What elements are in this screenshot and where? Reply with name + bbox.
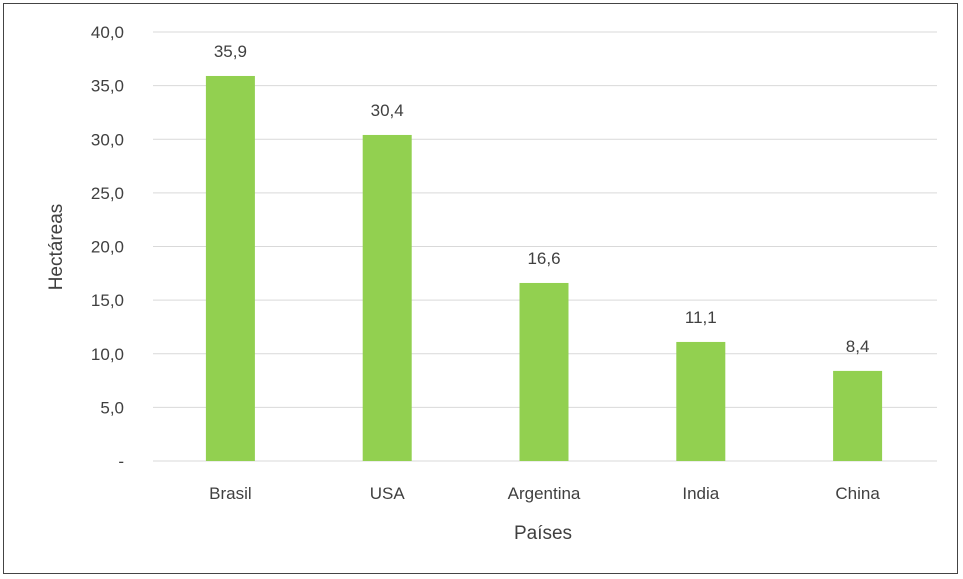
- y-tick-label: 10,0: [91, 345, 124, 364]
- x-tick-label: China: [835, 484, 880, 503]
- y-tick-label: 35,0: [91, 77, 124, 96]
- gridlines: [153, 31, 937, 462]
- y-axis-title: Hectáreas: [46, 204, 67, 291]
- bar: [676, 341, 726, 461]
- y-tick-label: 20,0: [91, 238, 124, 257]
- bars: [205, 75, 883, 461]
- x-tick-label: India: [682, 484, 719, 503]
- y-tick-label: 25,0: [91, 184, 124, 203]
- x-tick-label: Argentina: [508, 484, 581, 503]
- y-tick-label: 40,0: [91, 23, 124, 42]
- chart-frame: [3, 3, 958, 574]
- y-tick-label: 15,0: [91, 291, 124, 310]
- x-tick-labels: Brasil USA Argentina India China: [209, 484, 880, 503]
- y-tick-labels: - 5,0 10,0 15,0 20,0 25,0 30,0 35,0 40,0: [91, 23, 124, 471]
- data-label: 16,6: [527, 249, 560, 268]
- bar: [362, 134, 412, 461]
- bar: [833, 370, 883, 461]
- bar: [205, 75, 255, 461]
- x-tick-label: Brasil: [209, 484, 252, 503]
- y-tick-label: -: [118, 452, 124, 471]
- x-axis-title: Países: [514, 523, 572, 544]
- data-label: 35,9: [214, 42, 247, 61]
- y-tick-label: 5,0: [100, 398, 124, 417]
- data-label: 11,1: [685, 308, 717, 327]
- data-labels: 35,9 30,4 16,6 11,1 8,4: [214, 42, 870, 356]
- data-label: 30,4: [371, 101, 404, 120]
- x-tick-label: USA: [370, 484, 406, 503]
- data-label: 8,4: [846, 337, 870, 356]
- y-tick-label: 30,0: [91, 130, 124, 149]
- bar: [519, 282, 569, 461]
